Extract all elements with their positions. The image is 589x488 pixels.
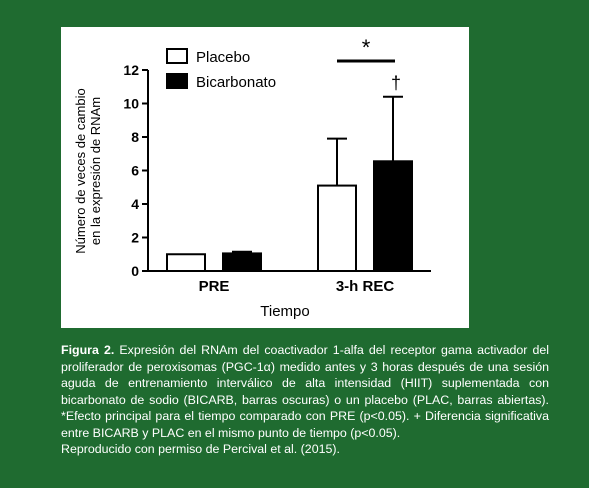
chart-panel: 0 2 4 6 8 10 12 PRE 3-h REC Tiempo Número de veces… <box>61 27 469 328</box>
y-tick-label: 8 <box>131 129 139 145</box>
caption-credit: Reproducido con permiso de Percival et a… <box>61 442 340 456</box>
y-tick-label: 2 <box>131 230 139 246</box>
bar-placebo-0 <box>166 253 206 272</box>
x-tick-label: 3-h REC <box>336 278 395 295</box>
bar-bicarbonato-1 <box>373 160 413 273</box>
significance-dagger: † <box>391 73 401 93</box>
y-axis-label-line-2: en la expresión de RNAm <box>88 97 103 245</box>
significance-star: * <box>362 35 371 60</box>
figure-caption: Figura 2. Expresión del RNAm del coactiv… <box>61 342 549 458</box>
y-tick-label: 6 <box>131 163 139 179</box>
y-tick-label: 0 <box>131 263 139 279</box>
y-tick-label: 12 <box>123 62 139 78</box>
legend-swatch-bicarbonato <box>166 73 188 89</box>
y-tick-label: 10 <box>123 96 139 112</box>
x-axis-label: Tiempo <box>260 303 309 320</box>
y-axis-label-line-1: Número de veces de cambio <box>73 88 88 253</box>
y-tick-label: 4 <box>131 196 139 212</box>
bar-bicarbonato-0 <box>222 252 262 273</box>
bar-chart: 0 2 4 6 8 10 12 PRE 3-h REC Tiempo Número de veces… <box>73 35 431 320</box>
caption-text: Expresión del RNAm del coactivador 1-alf… <box>61 343 549 440</box>
legend-label-bicarbonato: Bicarbonato <box>196 74 276 91</box>
legend-label-placebo: Placebo <box>196 49 250 66</box>
legend-swatch-placebo <box>166 48 188 64</box>
x-tick-label: PRE <box>199 278 230 295</box>
bar-placebo-1 <box>317 184 357 272</box>
caption-label: Figura 2. <box>61 343 115 357</box>
